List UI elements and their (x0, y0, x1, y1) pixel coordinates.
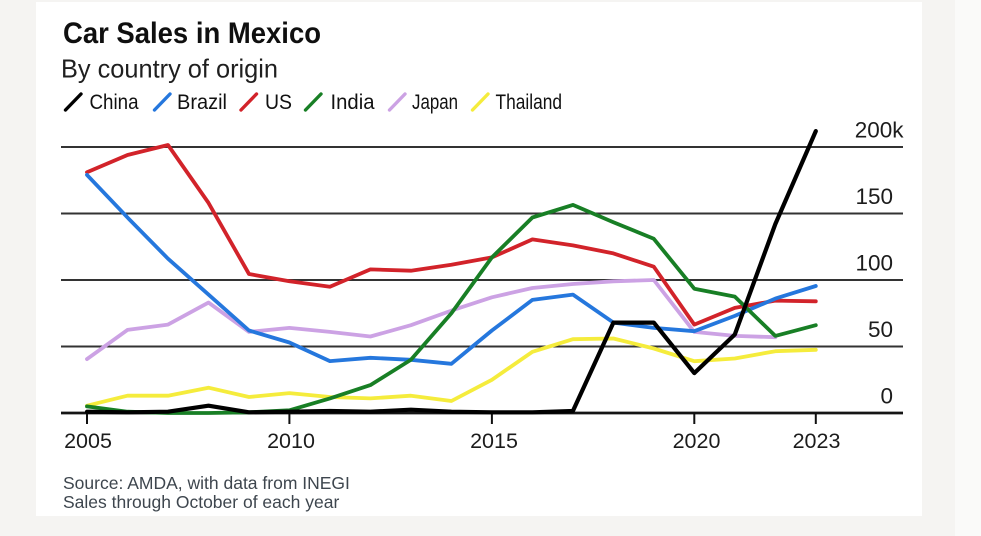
svg-text:Source: AMDA, with data from I: Source: AMDA, with data from INEGI (63, 473, 350, 493)
svg-text:India: India (331, 91, 375, 114)
svg-text:0: 0 (880, 384, 893, 409)
svg-text:2023: 2023 (793, 429, 841, 453)
svg-text:2015: 2015 (470, 429, 518, 453)
svg-text:US: US (265, 91, 292, 114)
svg-text:Brazil: Brazil (177, 91, 227, 114)
svg-text:Thailand: Thailand (496, 91, 563, 114)
svg-text:2010: 2010 (267, 429, 315, 453)
svg-text:By country of origin: By country of origin (61, 54, 278, 84)
svg-text:200k: 200k (855, 118, 905, 143)
svg-text:2005: 2005 (64, 429, 112, 453)
svg-text:Japan: Japan (412, 91, 458, 114)
svg-text:Car Sales in Mexico: Car Sales in Mexico (63, 17, 321, 50)
svg-text:Sales through October of each: Sales through October of each year (63, 492, 339, 512)
svg-text:China: China (90, 91, 139, 114)
svg-text:150: 150 (855, 184, 893, 209)
svg-text:2020: 2020 (673, 429, 721, 453)
svg-text:50: 50 (868, 317, 893, 342)
svg-text:100: 100 (855, 251, 893, 276)
